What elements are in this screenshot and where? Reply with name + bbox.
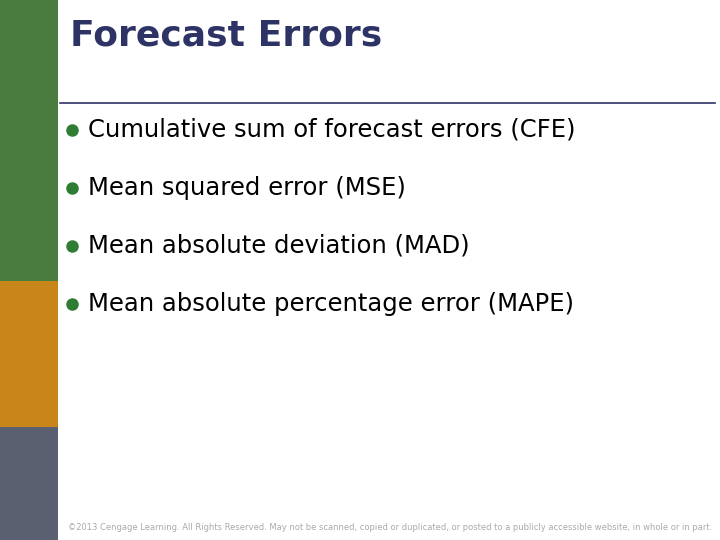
Text: Mean absolute deviation (MAD): Mean absolute deviation (MAD) — [88, 234, 469, 258]
Text: Mean squared error (MSE): Mean squared error (MSE) — [88, 176, 406, 200]
Bar — [0, 427, 58, 540]
Bar — [0, 0, 58, 281]
Text: Forecast Errors: Forecast Errors — [70, 18, 382, 52]
Text: Cumulative sum of forecast errors (CFE): Cumulative sum of forecast errors (CFE) — [88, 118, 575, 142]
Text: ©2013 Cengage Learning. All Rights Reserved. May not be scanned, copied or dupli: ©2013 Cengage Learning. All Rights Reser… — [68, 523, 712, 532]
Bar — [0, 281, 58, 427]
Text: Mean absolute percentage error (MAPE): Mean absolute percentage error (MAPE) — [88, 292, 574, 316]
